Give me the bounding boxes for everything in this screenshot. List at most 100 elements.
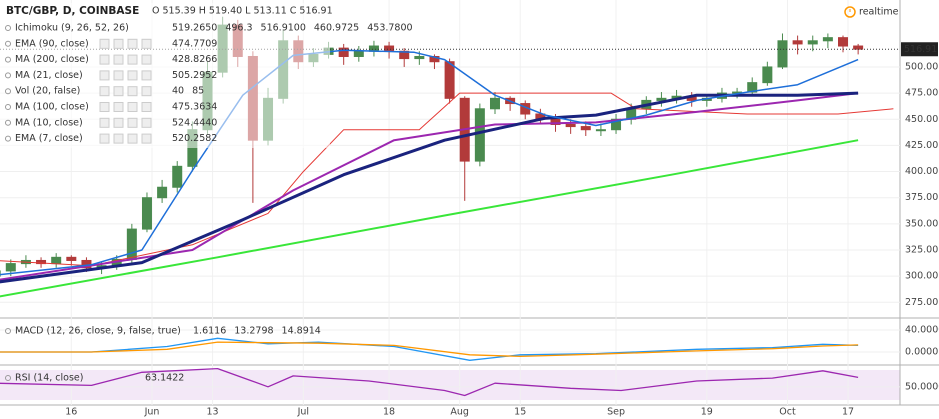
- legend-eye: [5, 56, 11, 63]
- legend-value: 453.7800: [367, 23, 412, 34]
- legend-name: MA (10, close): [15, 117, 83, 128]
- candle-body: [611, 118, 622, 131]
- y-tick-label: 275.00: [905, 297, 938, 308]
- legend-value: 524.4440: [172, 117, 217, 128]
- legend-value: 460.9725: [314, 23, 359, 34]
- x-tick-label: Jul: [297, 407, 309, 418]
- y-tick-label: 475.00: [905, 88, 938, 99]
- legend-eye: [5, 119, 11, 126]
- indicator-line: [0, 92, 894, 267]
- x-tick-label: Jun: [144, 407, 160, 418]
- legend-value: 475.3634: [172, 102, 217, 113]
- x-tick-label: 13: [206, 407, 218, 418]
- y-tick-label: 50.0000: [905, 381, 939, 392]
- y-tick-label: 325.00: [905, 245, 938, 256]
- candle-body: [172, 165, 183, 188]
- candle-body: [338, 47, 349, 57]
- legend-button: [113, 133, 124, 144]
- legend-eye: [5, 135, 11, 142]
- candle-body: [414, 55, 425, 60]
- x-tick-label: Oct: [779, 407, 796, 418]
- candle-body: [822, 37, 833, 42]
- legend-name: MA (100, close): [15, 102, 89, 113]
- last-price-label: 516.91: [904, 44, 937, 55]
- legend-eye: [5, 72, 11, 79]
- legend-button: [113, 117, 124, 128]
- indicator-line: [0, 337, 859, 361]
- legend-eye: [5, 88, 11, 95]
- legend-name: MACD (12, 26, close, 9, false, true): [15, 326, 181, 337]
- legend-button: [99, 102, 110, 112]
- candle-body: [550, 118, 561, 125]
- x-tick-label: 16: [65, 407, 77, 418]
- legend-button: [99, 38, 110, 49]
- indicator-line: [0, 139, 859, 298]
- y-tick-label: 0.0000: [905, 347, 938, 358]
- legend-eye: [5, 104, 11, 110]
- legend-button: [127, 133, 138, 144]
- y-tick-label: 425.00: [905, 140, 938, 151]
- candle-body: [792, 40, 803, 45]
- candle-body: [762, 66, 773, 84]
- legend-button: [127, 38, 138, 49]
- legend-value: 14.8914: [282, 326, 321, 337]
- realtime-status: realtime: [859, 7, 899, 18]
- x-tick-label: 19: [701, 407, 713, 418]
- indicator-line: [0, 367, 859, 397]
- candle-body: [777, 40, 788, 68]
- x-tick-label: 17: [842, 407, 854, 418]
- legend-button: [99, 133, 110, 144]
- legend-value: 428.8266: [172, 54, 217, 65]
- rsi-band: [0, 370, 900, 400]
- candle-body: [384, 45, 395, 52]
- y-tick-label: 350.00: [905, 218, 938, 229]
- indicator-line: [0, 91, 859, 284]
- legend-button: [127, 54, 138, 65]
- legend-button: [141, 102, 152, 112]
- legend-button: [113, 86, 124, 97]
- legend-button: [113, 70, 124, 81]
- x-tick-label: Aug: [450, 407, 469, 418]
- legend-button: [141, 86, 152, 97]
- candle-body: [5, 263, 16, 272]
- indicator-line: [0, 49, 859, 276]
- legend-value: 519.2650: [172, 23, 217, 34]
- legend-value: 1.6116: [193, 326, 226, 337]
- y-tick-label: 375.00: [905, 192, 938, 203]
- legend-button: [141, 117, 152, 128]
- legend-value: 474.7709: [172, 38, 217, 49]
- y-tick-label: 400.00: [905, 166, 938, 177]
- candle-body: [36, 259, 47, 265]
- legend-name: RSI (14, close): [15, 373, 83, 384]
- legend-button: [141, 38, 152, 49]
- legend-eye: [5, 328, 11, 334]
- legend-value: 63.1422: [145, 373, 184, 384]
- legend-name: Ichimoku (9, 26, 52, 26): [15, 23, 129, 34]
- legend-value: 85: [192, 86, 204, 97]
- legend-value: 13.2798: [234, 326, 273, 337]
- x-tick-label: 18: [383, 407, 395, 418]
- legend-button: [127, 86, 138, 97]
- legend-eye: [5, 375, 11, 381]
- y-tick-label: 500.00: [905, 61, 938, 72]
- candle-body: [444, 61, 455, 99]
- candle-body: [595, 129, 606, 132]
- legend-value: 520.2582: [172, 133, 217, 144]
- x-tick-label: 15: [514, 407, 526, 418]
- legend-button: [127, 117, 138, 128]
- candle-body: [157, 186, 168, 199]
- legend-name: EMA (7, close): [15, 133, 83, 144]
- candle-body: [51, 256, 62, 265]
- y-tick-label: 300.00: [905, 271, 938, 282]
- candle-body: [565, 123, 576, 128]
- candle-body: [353, 50, 364, 57]
- legend-button: [99, 54, 110, 65]
- candle-body: [141, 197, 152, 230]
- candle-body: [126, 228, 137, 260]
- legend-value: 496.3: [225, 23, 252, 34]
- labels: BTC/GBP, D, COINBASE O 515.39 H 519.40 L…: [0, 3, 939, 418]
- legend-name: MA (21, close): [15, 70, 83, 81]
- legend-button: [99, 86, 110, 97]
- x-tick-label: Sep: [607, 407, 625, 418]
